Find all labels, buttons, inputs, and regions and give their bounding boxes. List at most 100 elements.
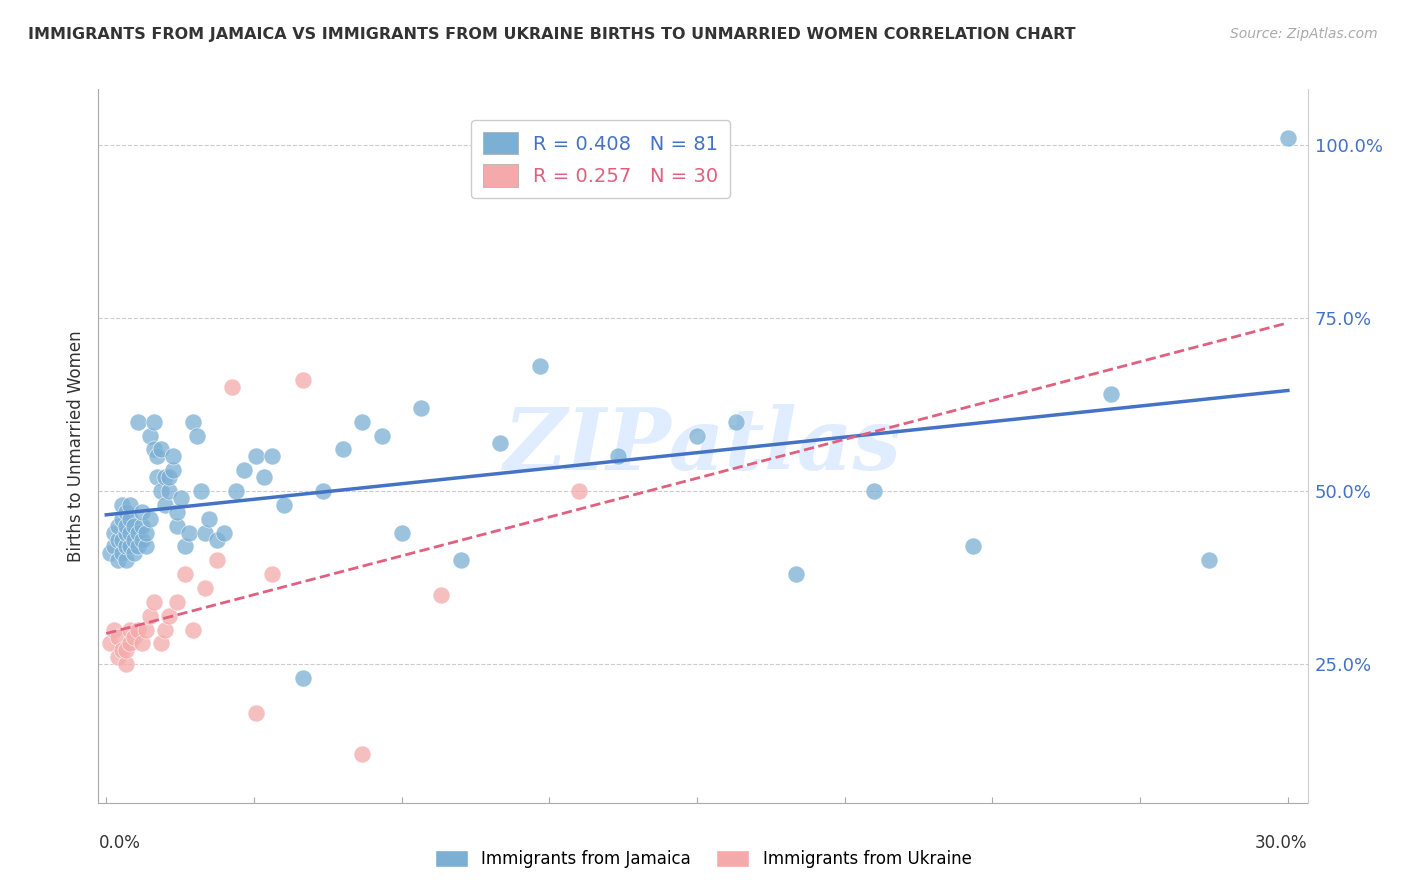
Point [607, 450, 630, 464]
Point [107, 553, 129, 567]
Point [131, 533, 153, 547]
Point [205, 553, 228, 567]
Legend: R = 0.408   N = 81, R = 0.257   N = 30: R = 0.408 N = 81, R = 0.257 N = 30 [471, 120, 730, 198]
Point [135, 525, 157, 540]
Point [118, 540, 141, 554]
Point [107, 650, 129, 665]
Point [142, 415, 165, 429]
Point [98, 636, 121, 650]
Text: Source: ZipAtlas.com: Source: ZipAtlas.com [1230, 27, 1378, 41]
Point [245, 450, 267, 464]
Point [529, 359, 551, 374]
Point [155, 623, 177, 637]
Point [107, 518, 129, 533]
Point [111, 498, 134, 512]
Point [118, 525, 141, 540]
Point [115, 553, 138, 567]
Point [131, 636, 153, 650]
Point [111, 643, 134, 657]
Point [162, 450, 184, 464]
Point [115, 518, 138, 533]
Point [131, 518, 153, 533]
Point [260, 450, 283, 464]
Point [138, 428, 160, 442]
Point [155, 470, 177, 484]
Point [122, 518, 145, 533]
Point [111, 533, 134, 547]
Point [146, 470, 169, 484]
Point [142, 442, 165, 457]
Point [785, 567, 807, 582]
Point [450, 553, 472, 567]
Point [150, 483, 173, 498]
Point [174, 567, 197, 582]
Point [260, 567, 283, 582]
Point [115, 505, 138, 519]
Text: ZIPatlas: ZIPatlas [503, 404, 903, 488]
Point [138, 608, 160, 623]
Point [312, 483, 335, 498]
Point [157, 470, 180, 484]
Point [155, 498, 177, 512]
Point [127, 415, 149, 429]
Point [127, 623, 149, 637]
Point [371, 428, 394, 442]
Point [111, 546, 134, 560]
Point [115, 643, 138, 657]
Point [146, 450, 169, 464]
Point [111, 512, 134, 526]
Point [115, 525, 138, 540]
Point [142, 595, 165, 609]
Point [166, 505, 188, 519]
Point [214, 525, 236, 540]
Point [115, 540, 138, 554]
Text: 30.0%: 30.0% [1256, 834, 1308, 852]
Point [162, 463, 184, 477]
Point [122, 533, 145, 547]
Point [122, 546, 145, 560]
Point [194, 525, 217, 540]
Point [197, 512, 219, 526]
Point [686, 428, 709, 442]
Point [118, 498, 141, 512]
Text: 0.0%: 0.0% [98, 834, 141, 852]
Point [150, 442, 173, 457]
Point [221, 380, 243, 394]
Point [411, 401, 433, 415]
Point [166, 595, 188, 609]
Point [131, 505, 153, 519]
Point [725, 415, 748, 429]
Point [138, 512, 160, 526]
Point [332, 442, 354, 457]
Point [157, 483, 180, 498]
Point [174, 540, 197, 554]
Point [127, 540, 149, 554]
Point [245, 706, 267, 720]
Point [157, 608, 180, 623]
Point [186, 428, 208, 442]
Point [391, 525, 413, 540]
Point [205, 533, 228, 547]
Legend: Immigrants from Jamaica, Immigrants from Ukraine: Immigrants from Jamaica, Immigrants from… [427, 843, 979, 875]
Point [1277, 130, 1299, 145]
Point [127, 525, 149, 540]
Point [181, 623, 204, 637]
Y-axis label: Births to Unmarried Women: Births to Unmarried Women [66, 330, 84, 562]
Point [107, 533, 129, 547]
Point [292, 671, 315, 685]
Point [568, 483, 591, 498]
Point [103, 525, 125, 540]
Point [135, 623, 157, 637]
Point [190, 483, 212, 498]
Point [489, 435, 512, 450]
Point [122, 630, 145, 644]
Point [107, 630, 129, 644]
Point [181, 415, 204, 429]
Point [253, 470, 276, 484]
Point [194, 581, 217, 595]
Point [150, 636, 173, 650]
Point [225, 483, 247, 498]
Point [430, 588, 453, 602]
Point [118, 512, 141, 526]
Point [177, 525, 200, 540]
